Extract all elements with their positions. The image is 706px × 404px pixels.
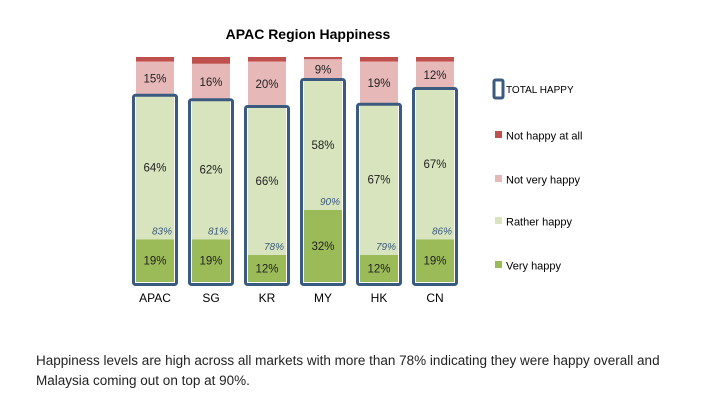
- data-label-rather-happy: 62%: [199, 165, 222, 177]
- total-happy-label: 79%: [376, 242, 396, 253]
- bar-segment-not-happy-at-all: [416, 57, 454, 62]
- total-happy-outline: [188, 98, 234, 286]
- legend-swatch-very-happy: [495, 261, 502, 268]
- data-label-not-very-happy: 15%: [143, 73, 166, 85]
- legend-label-total-happy: TOTAL HAPPY: [506, 85, 574, 96]
- legend-swatch-not-very-happy: [495, 175, 502, 182]
- total-happy-label: 81%: [208, 226, 228, 237]
- bar-segment-not-happy-at-all: [304, 57, 342, 60]
- legend-label-rather-happy: Rather happy: [506, 217, 573, 229]
- total-happy-label: 78%: [264, 242, 284, 253]
- data-label-not-very-happy: 16%: [199, 77, 222, 89]
- bar-segment-rather-happy: [248, 106, 286, 255]
- labels-group: 19% 64% 15% 83% APAC 19% 62% 16% 81% SG 12% 66% 20% 7…: [139, 64, 452, 305]
- bar-segment-very-happy: [360, 255, 398, 282]
- bar-segment-not-very-happy: [192, 63, 230, 100]
- bars-group: [132, 57, 458, 286]
- data-label-rather-happy: 67%: [423, 159, 446, 171]
- legend-swatch-not-happy-at-all: [495, 131, 502, 138]
- bar-segment-rather-happy: [416, 88, 454, 240]
- data-label-rather-happy: 67%: [367, 175, 390, 187]
- total-happy-outline: [244, 105, 290, 286]
- bar-segment-not-very-happy: [304, 59, 342, 80]
- chart-legend: TOTAL HAPPY Not happy at all Not very happ…: [492, 78, 582, 273]
- data-label-not-very-happy: 9%: [315, 64, 332, 76]
- data-label-very-happy: 12%: [367, 264, 390, 276]
- total-happy-outline: [132, 93, 178, 286]
- bar-segment-rather-happy: [192, 99, 230, 240]
- category-label: APAC: [139, 291, 171, 305]
- legend-item-rather-happy: Rather happy: [495, 217, 573, 229]
- data-label-rather-happy: 66%: [255, 176, 278, 188]
- bar-segment-not-very-happy: [248, 61, 286, 107]
- bar-segment-not-very-happy: [136, 61, 174, 96]
- category-label: SG: [202, 291, 219, 305]
- bar-segment-very-happy: [248, 255, 286, 282]
- chart-title: APAC Region Happiness: [226, 26, 391, 42]
- legend-label-not-happy-at-all: Not happy at all: [506, 131, 582, 143]
- legend-item-not-happy-at-all: Not happy at all: [495, 131, 582, 143]
- bar-segment-not-very-happy: [416, 61, 454, 89]
- legend-label-very-happy: Very happy: [506, 261, 562, 273]
- data-label-very-happy: 32%: [311, 241, 334, 253]
- bar-segment-rather-happy: [360, 104, 398, 255]
- bar-segment-not-happy-at-all: [360, 57, 398, 62]
- legend-label-not-very-happy: Not very happy: [506, 175, 580, 187]
- bar-segment-not-happy-at-all: [248, 57, 286, 62]
- legend-item-total-happy: TOTAL HAPPY: [492, 78, 574, 100]
- legend-swatch-total-happy: [492, 78, 505, 100]
- category-label: CN: [426, 291, 443, 305]
- data-label-very-happy: 19%: [423, 256, 446, 268]
- data-label-rather-happy: 58%: [311, 140, 334, 152]
- data-label-very-happy: 12%: [255, 264, 278, 276]
- data-label-very-happy: 19%: [199, 256, 222, 268]
- data-label-not-very-happy: 12%: [423, 70, 446, 82]
- data-label-very-happy: 19%: [143, 256, 166, 268]
- bar-segment-very-happy: [192, 239, 230, 282]
- total-happy-label: 86%: [432, 226, 452, 237]
- legend-swatch-rather-happy: [495, 217, 502, 224]
- bar-segment-not-happy-at-all: [192, 57, 230, 64]
- data-label-rather-happy: 64%: [143, 162, 166, 174]
- data-label-not-very-happy: 19%: [367, 78, 390, 90]
- bar-segment-not-very-happy: [360, 61, 398, 105]
- data-label-not-very-happy: 20%: [255, 79, 278, 91]
- category-label: KR: [259, 291, 276, 305]
- bar-segment-not-happy-at-all: [136, 57, 174, 62]
- bar-segment-rather-happy: [304, 79, 342, 210]
- chart-caption: Happiness levels are high across all mar…: [36, 353, 660, 388]
- happiness-chart: APAC Region Happiness 19%64%15%83%APAC19…: [132, 26, 582, 305]
- category-label: MY: [314, 291, 332, 305]
- bar-segment-very-happy: [416, 239, 454, 282]
- legend-item-very-happy: Very happy: [495, 261, 562, 273]
- total-happy-outline: [356, 102, 402, 286]
- bar-segment-rather-happy: [136, 95, 174, 240]
- legend-item-not-very-happy: Not very happy: [495, 175, 580, 187]
- category-label: HK: [371, 291, 388, 305]
- total-happy-outline: [412, 87, 458, 286]
- total-happy-label: 83%: [152, 226, 172, 237]
- total-happy-label: 90%: [320, 197, 340, 208]
- bar-segment-very-happy: [136, 239, 174, 282]
- bar-segment-very-happy: [304, 210, 342, 282]
- total-happy-outline: [300, 78, 346, 286]
